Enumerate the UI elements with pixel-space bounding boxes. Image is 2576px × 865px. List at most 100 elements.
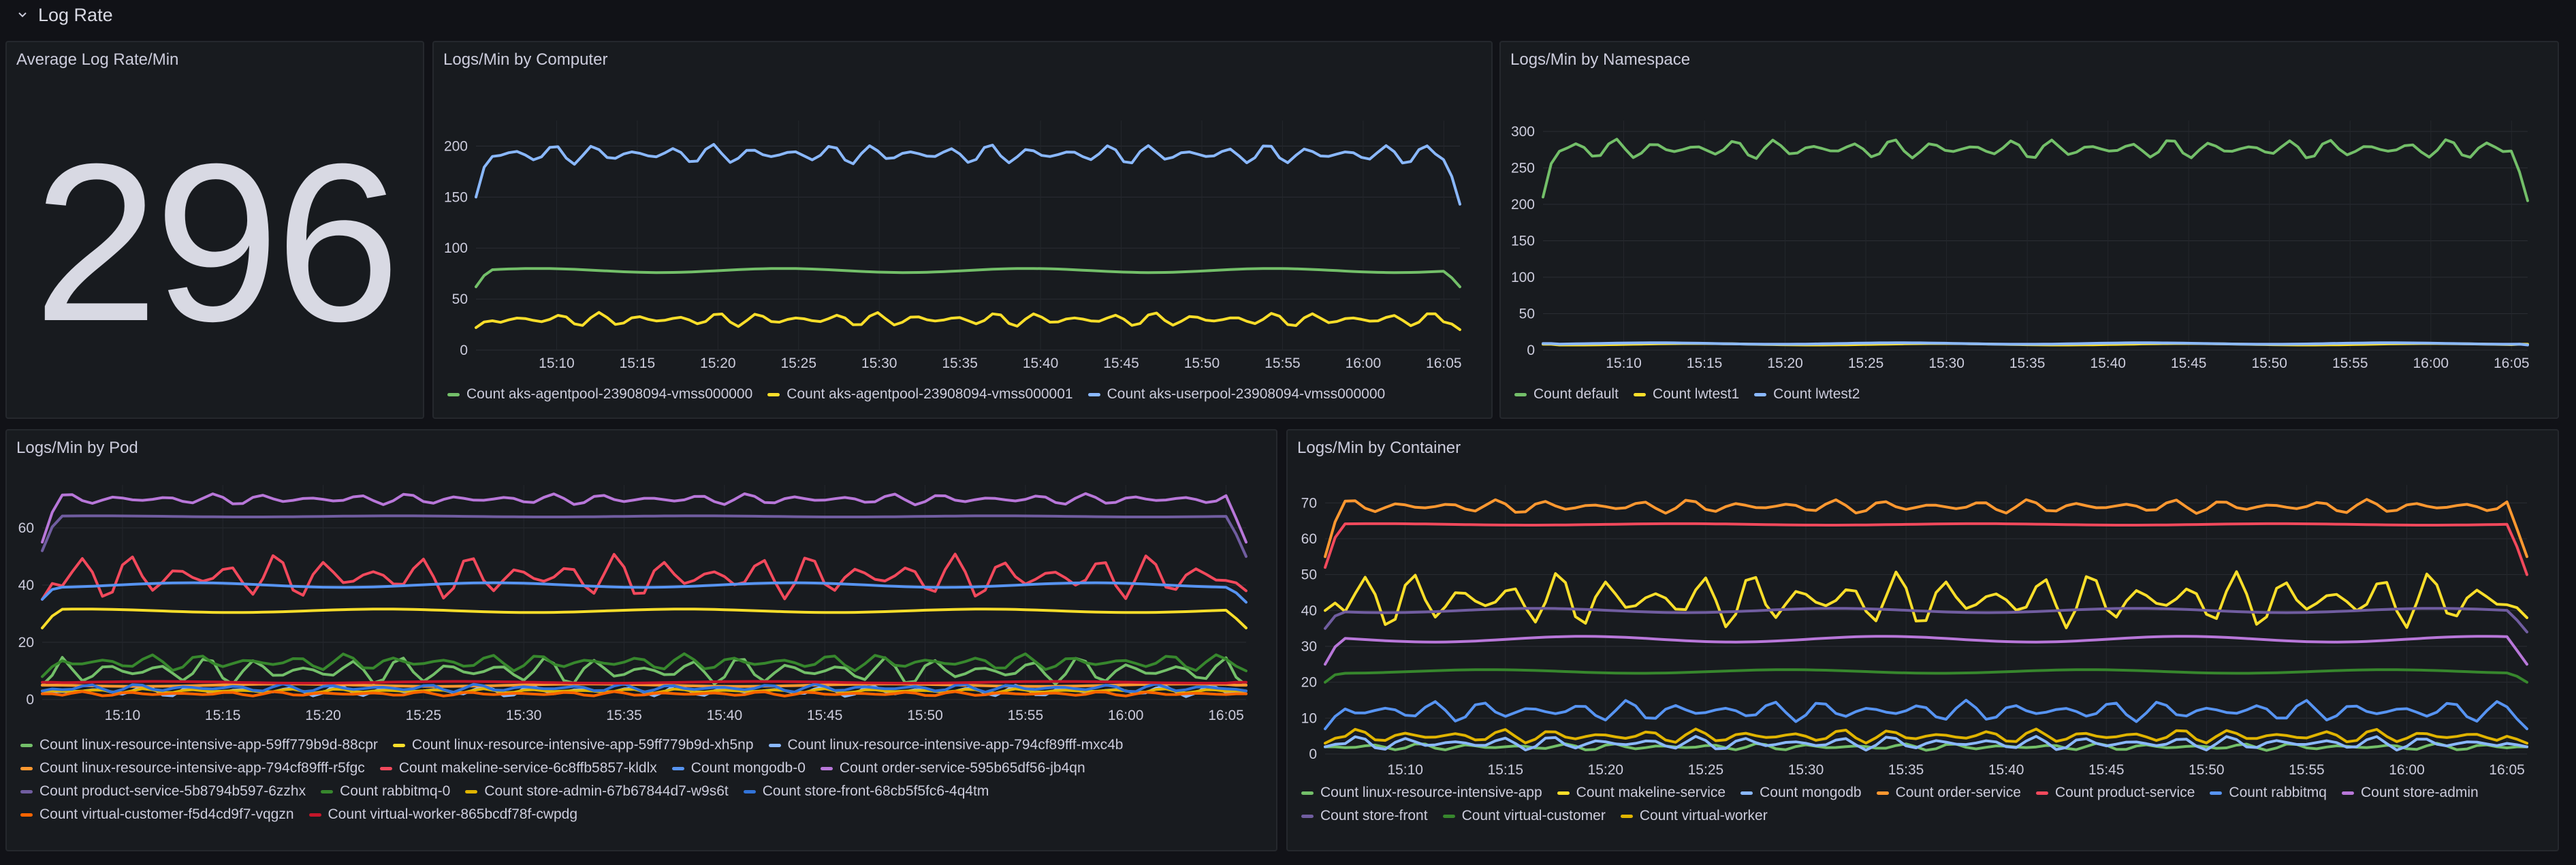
series-line[interactable]: [1324, 635, 2528, 666]
series-line[interactable]: [475, 142, 1461, 206]
legend-item[interactable]: Count virtual-worker: [1620, 808, 1768, 824]
legend-label: Count store-front: [1320, 808, 1428, 823]
y-tick-label: 30: [1301, 639, 1317, 655]
legend-swatch: [767, 392, 780, 396]
legend-item[interactable]: Count product-service-5b8794b597-6zzhx: [20, 783, 306, 800]
legend-item[interactable]: Count mongodb: [1740, 785, 1862, 801]
legend-item[interactable]: Count rabbitmq-0: [321, 783, 450, 800]
legend-item[interactable]: Count aks-userpool-23908094-vmss000000: [1087, 386, 1385, 403]
legend-item[interactable]: Count virtual-customer: [1442, 808, 1606, 824]
series-line[interactable]: [1324, 522, 2528, 576]
series-line[interactable]: [41, 680, 1247, 685]
chevron-down-icon[interactable]: [14, 6, 31, 24]
series-line[interactable]: [1324, 498, 2528, 559]
series-line[interactable]: [475, 311, 1461, 331]
series-line[interactable]: [1324, 727, 2528, 745]
stat-panel-average-log-rate[interactable]: Average Log Rate/Min 296: [5, 41, 424, 419]
legend-item[interactable]: Count lwtest2: [1754, 386, 1860, 403]
series-line[interactable]: [1324, 668, 2528, 684]
panel-logs-by-container[interactable]: Logs/Min by Container 0 10 20 30 40 50 60 70 15:…: [1286, 429, 2559, 851]
series-line[interactable]: [475, 267, 1461, 289]
panel-logs-by-pod[interactable]: Logs/Min by Pod 0 20 40 60 15:10 15:15 15:20 15…: [5, 429, 1277, 851]
legend-swatch: [1557, 791, 1570, 795]
legend-item[interactable]: Count aks-agentpool-23908094-vmss000001: [767, 386, 1073, 403]
legend-label: Count linux-resource-intensive-app-59ff7…: [39, 737, 378, 753]
legend-item[interactable]: Count rabbitmq: [2210, 785, 2327, 801]
series-line[interactable]: [41, 682, 1247, 694]
legend-item[interactable]: Count linux-resource-intensive-app-59ff7…: [20, 737, 378, 753]
series-line[interactable]: [41, 690, 1247, 697]
x-tick-label: 16:00: [1108, 708, 1144, 723]
legend-item[interactable]: Count linux-resource-intensive-app-794cf…: [768, 737, 1123, 753]
legend-item[interactable]: Count makeline-service: [1557, 785, 1726, 801]
panel-title: Logs/Min by Namespace: [1510, 50, 1691, 69]
series-line[interactable]: [41, 581, 1247, 604]
legend-item[interactable]: Count store-admin: [2341, 785, 2479, 801]
legend-item[interactable]: Count virtual-worker-865bcdf78f-cwpdg: [308, 806, 578, 823]
series-line[interactable]: [1324, 607, 2528, 633]
series-line[interactable]: [1542, 138, 2529, 202]
legend-label: Count product-service-5b8794b597-6zzhx: [39, 783, 306, 799]
chart-logs-by-namespace: 0 50 100 150 200 250 300 15:10 15:15 15:20 15:25 15…: [1511, 121, 2530, 371]
legend-swatch: [1087, 392, 1100, 396]
y-tick-label: 200: [1511, 197, 1535, 213]
legend-item[interactable]: Count order-service: [1876, 785, 2021, 801]
legend-item[interactable]: Count virtual-customer-f5d4cd9f7-vqgzn: [20, 806, 294, 823]
legend-item[interactable]: Count store-admin-67b67844d7-w9s6t: [465, 783, 729, 800]
legend-item[interactable]: Count mongodb-0: [671, 760, 806, 776]
x-tick-label: 15:30: [1928, 356, 1965, 371]
panel-logs-by-computer[interactable]: Logs/Min by Computer 0 50 100 150 200 15:10 15…: [432, 41, 1493, 419]
legend-item[interactable]: Count store-front: [1301, 808, 1428, 824]
x-tick-label: 15:50: [2251, 356, 2287, 371]
panel-logs-by-namespace[interactable]: Logs/Min by Namespace 0 50 100 150 200 250 300…: [1499, 41, 2559, 419]
legend-item[interactable]: Count store-front-68cb5f5fc6-4q4tm: [743, 783, 989, 800]
legend-label: Count store-admin: [2360, 785, 2479, 800]
series-line[interactable]: [41, 492, 1247, 544]
series-line[interactable]: [1542, 341, 2529, 347]
legend-swatch: [20, 766, 33, 770]
series-line[interactable]: [1324, 742, 2528, 752]
y-tick-label: 0: [1527, 343, 1535, 358]
row-header-log-rate[interactable]: Log Rate: [0, 0, 2576, 30]
series-line[interactable]: [1324, 699, 2528, 731]
legend-item[interactable]: Count linux-resource-intensive-app: [1301, 785, 1542, 801]
y-tick-label: 100: [444, 240, 468, 256]
series-line[interactable]: [41, 656, 1247, 687]
legend-item[interactable]: Count order-service-595b65df56-jb4qn: [820, 760, 1085, 776]
series-line[interactable]: [41, 514, 1247, 558]
legend-swatch: [1301, 791, 1314, 795]
x-tick-label: 16:00: [1346, 356, 1382, 371]
x-tick-label: 15:25: [1848, 356, 1884, 371]
panel-title: Logs/Min by Computer: [443, 50, 608, 69]
y-tick-label: 300: [1511, 124, 1535, 140]
series-line[interactable]: [41, 682, 1247, 688]
x-tick-label: 15:40: [2090, 356, 2126, 371]
legend-item[interactable]: Count aks-agentpool-23908094-vmss000000: [447, 386, 752, 403]
x-tick-label: 15:20: [1588, 762, 1624, 778]
legend-item[interactable]: Count linux-resource-intensive-app-794cf…: [20, 760, 365, 776]
x-tick-label: 15:40: [1023, 356, 1059, 371]
x-tick-label: 15:50: [907, 708, 943, 723]
x-tick-label: 16:05: [1208, 708, 1244, 723]
legend-swatch: [20, 789, 33, 793]
legend-item[interactable]: Count product-service: [2035, 785, 2195, 801]
series-line[interactable]: [41, 608, 1247, 629]
x-tick-label: 15:35: [1888, 762, 1924, 778]
series-line[interactable]: [41, 652, 1247, 678]
legend-swatch: [379, 766, 392, 770]
y-tick-label: 150: [444, 189, 468, 205]
legend-item[interactable]: Count linux-resource-intensive-app-59ff7…: [392, 737, 754, 753]
series-line[interactable]: [1324, 735, 2528, 752]
x-tick-label: 15:10: [1606, 356, 1642, 371]
x-tick-label: 16:05: [2489, 762, 2525, 778]
legend-label: Count virtual-worker-865bcdf78f-cwpdg: [328, 806, 578, 822]
legend-label: Count product-service: [2054, 785, 2195, 800]
legend-item[interactable]: Count lwtest1: [1633, 386, 1739, 403]
x-tick-label: 15:15: [620, 356, 656, 371]
x-tick-label: 16:00: [2389, 762, 2425, 778]
legend-item[interactable]: Count makeline-service-6c8ffb5857-kldlx: [379, 760, 657, 776]
legend-swatch: [20, 813, 33, 817]
x-tick-label: 15:45: [1103, 356, 1139, 371]
legend-item[interactable]: Count default: [1514, 386, 1619, 403]
legend-label: Count order-service-595b65df56-jb4qn: [839, 760, 1085, 776]
